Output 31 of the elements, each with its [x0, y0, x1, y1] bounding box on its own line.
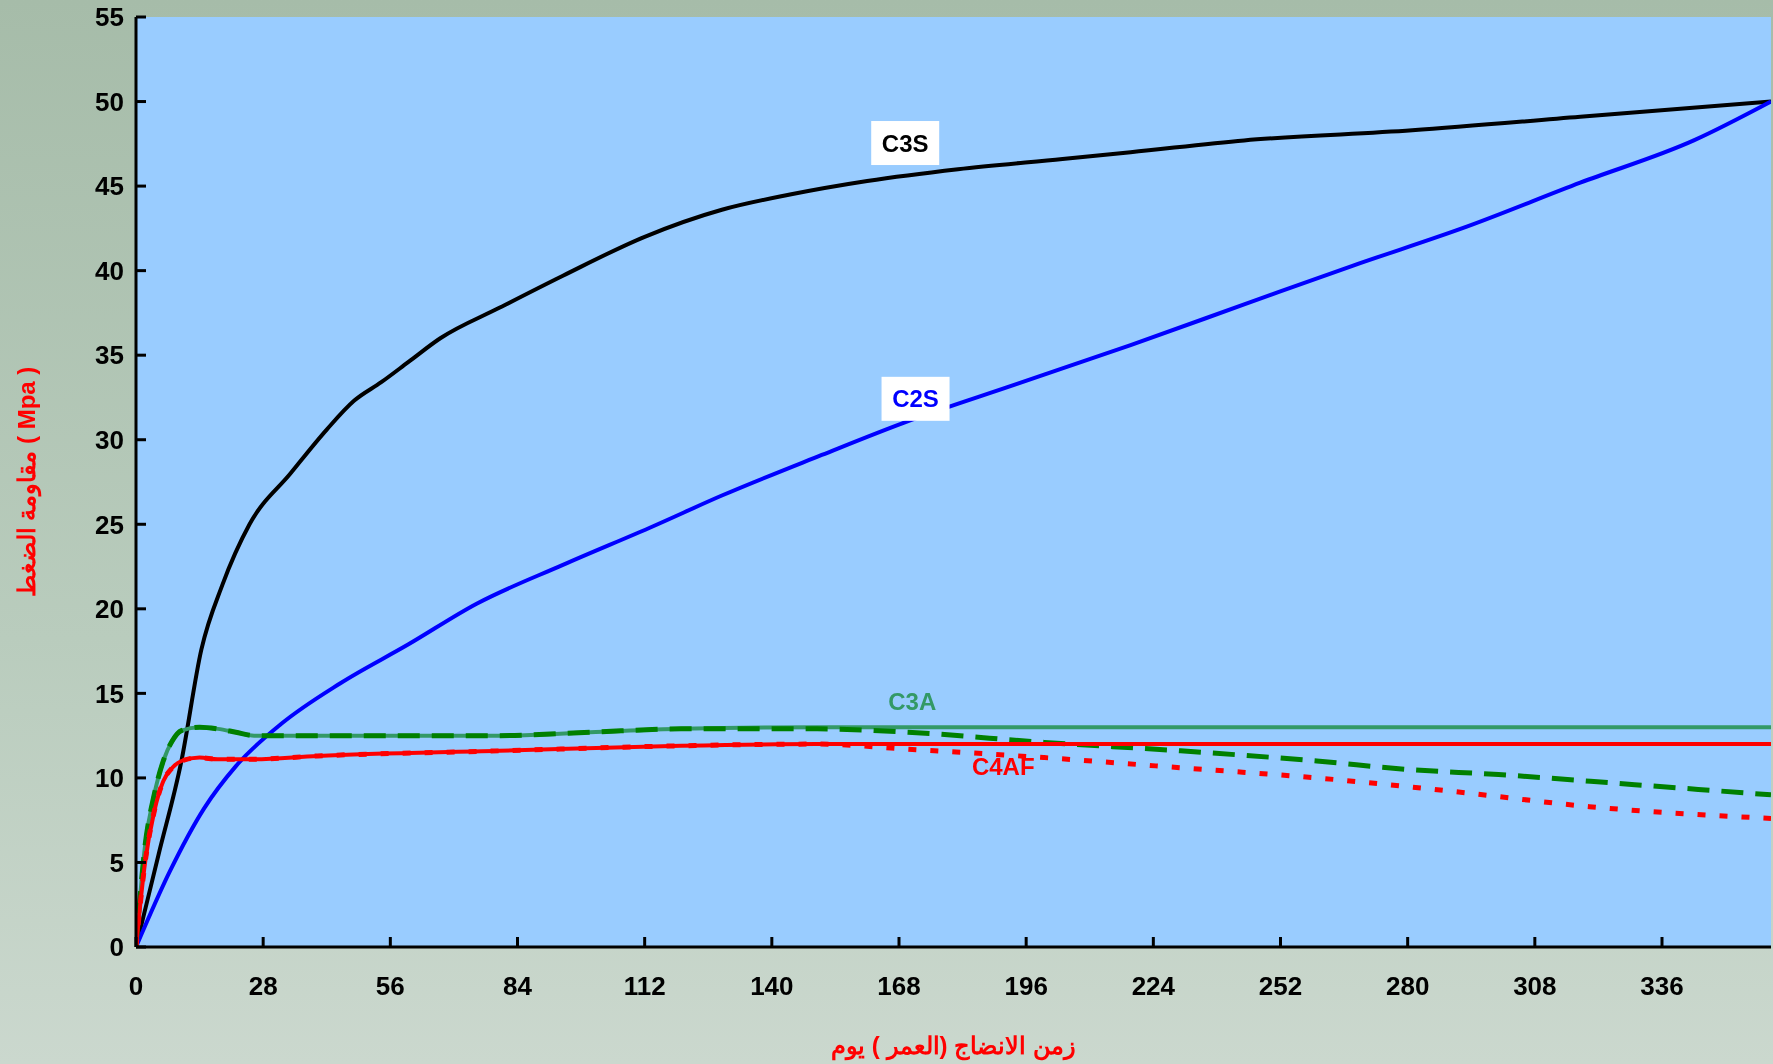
y-axis-title: مقاومة الضغط ( Mpa )	[12, 366, 42, 598]
y-tick-label: 15	[95, 678, 124, 709]
y-tick-label: 45	[95, 171, 124, 202]
x-tick-label: 308	[1513, 971, 1557, 1002]
y-tick-label: 30	[95, 424, 124, 455]
x-tick-label: 56	[375, 971, 405, 1002]
x-tick-label: 112	[623, 971, 666, 1002]
x-tick-label: 252	[1258, 971, 1303, 1002]
y-tick-label: 35	[95, 340, 124, 371]
y-tick-label: 50	[95, 86, 124, 117]
series-label: C4AF	[971, 752, 1035, 780]
y-tick-label: 10	[95, 763, 124, 794]
x-tick-label: 28	[248, 971, 278, 1002]
y-tick-label: 55	[95, 2, 124, 33]
series-label: C3A	[888, 687, 937, 715]
x-tick-label: 224	[1131, 971, 1176, 1002]
y-tick-label: 5	[109, 847, 124, 878]
x-axis-title: زمن الانضاج (العمر ) يوم	[831, 1032, 1076, 1061]
x-tick-label: 140	[750, 971, 794, 1002]
x-tick-label: 168	[877, 971, 921, 1002]
y-tick-label: 40	[95, 255, 124, 286]
y-tick-label: 25	[95, 509, 124, 540]
x-tick-label: 196	[1004, 971, 1048, 1002]
y-tick-label: 0	[109, 932, 124, 963]
series-label: C3S	[881, 129, 929, 157]
series-label: C2S	[892, 385, 939, 413]
y-tick-label: 20	[95, 594, 124, 625]
x-tick-label: 84	[503, 971, 533, 1002]
x-tick-label: 336	[1640, 971, 1684, 1002]
x-tick-label: 0	[128, 971, 144, 1002]
x-tick-label: 280	[1385, 971, 1430, 1002]
